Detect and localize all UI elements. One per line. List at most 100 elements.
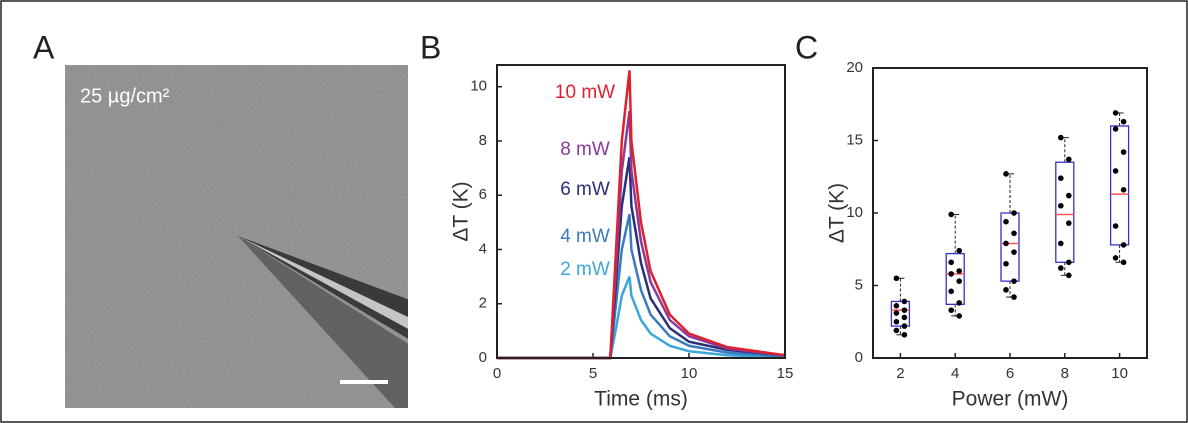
x-axis-label: Power (mW)	[952, 388, 1069, 411]
y-axis-label: ΔT (K)	[826, 183, 849, 243]
data-point	[1011, 210, 1017, 216]
data-point	[1058, 134, 1064, 141]
axes-box	[872, 67, 1148, 359]
data-point	[893, 275, 900, 282]
data-point	[1120, 259, 1127, 266]
data-point	[1011, 294, 1017, 300]
data-point	[1120, 118, 1127, 125]
series-line	[497, 213, 786, 360]
panel-label: C	[795, 29, 818, 65]
x-tick-label: 4	[951, 365, 959, 382]
data-point	[956, 268, 962, 274]
data-point	[901, 314, 908, 321]
box	[1109, 125, 1130, 246]
data-point	[1066, 220, 1072, 226]
legend-label: 2 mW	[560, 259, 610, 280]
legend-label: 10 mW	[555, 82, 615, 103]
data-point	[1003, 218, 1009, 225]
data-point	[1112, 126, 1119, 132]
data-point	[893, 327, 900, 334]
micrograph: 25 µg/cm²	[65, 65, 408, 408]
data-point	[1112, 168, 1119, 174]
data-point	[1058, 240, 1064, 247]
y-tick-label: 4	[479, 240, 487, 257]
x-tick-label: 8	[1061, 365, 1069, 382]
data-point	[1011, 278, 1017, 284]
data-point	[956, 247, 962, 254]
data-point	[1058, 265, 1064, 271]
box	[1055, 161, 1075, 263]
y-tick-label: 10	[470, 78, 487, 95]
pipette-shadow	[238, 236, 408, 408]
y-tick-label: 6	[479, 186, 487, 203]
y-tick-label: 20	[846, 59, 863, 76]
y-tick-label: 0	[479, 349, 487, 366]
data-point	[1112, 110, 1119, 116]
data-point	[901, 323, 908, 329]
data-point	[1011, 230, 1017, 237]
data-point	[1011, 249, 1017, 255]
data-point	[1058, 175, 1064, 181]
x-tick-label: 6	[1006, 365, 1014, 382]
panel-label: B	[420, 29, 441, 65]
data-point	[1120, 187, 1127, 193]
box	[945, 252, 965, 306]
legend-label: 8 mW	[560, 139, 610, 160]
pipette-highlight	[238, 236, 408, 329]
data-point	[948, 288, 954, 295]
y-tick-label: 2	[479, 295, 487, 312]
data-point	[1003, 240, 1009, 247]
series-line	[497, 157, 786, 360]
x-tick-label: 2	[896, 365, 904, 382]
data-point	[948, 259, 954, 266]
data-point	[1003, 171, 1009, 177]
x-tick-label: 5	[589, 365, 597, 382]
data-point	[956, 300, 962, 306]
x-tick-label: 10	[681, 365, 698, 382]
data-point	[1112, 223, 1119, 229]
y-tick-label: 10	[846, 204, 863, 221]
legend-label: 6 mW	[560, 179, 610, 200]
data-point	[948, 211, 954, 218]
series-line	[497, 276, 786, 360]
panel-label: A	[33, 29, 55, 65]
legend-label: 4 mW	[560, 226, 610, 247]
data-point	[956, 278, 962, 284]
data-point	[1003, 287, 1009, 293]
data-point	[893, 318, 900, 325]
x-tick-label: 10	[1111, 365, 1128, 382]
data-point	[893, 310, 900, 316]
box	[1000, 212, 1020, 282]
y-tick-label: 15	[846, 131, 863, 148]
data-point	[1066, 259, 1072, 266]
data-point	[1066, 272, 1072, 279]
axes-box	[496, 64, 786, 359]
data-point	[1120, 242, 1127, 248]
data-point	[948, 271, 954, 277]
x-tick-label: 0	[493, 365, 501, 382]
y-tick-label: 5	[855, 276, 863, 293]
data-point	[1112, 255, 1119, 261]
data-point	[1058, 202, 1064, 209]
data-point	[901, 298, 908, 305]
pipette	[238, 236, 408, 339]
y-tick-label: 8	[479, 132, 487, 149]
data-point	[1003, 260, 1009, 267]
x-axis-label: Time (ms)	[594, 388, 688, 411]
data-point	[901, 332, 908, 338]
y-axis-label: ΔT (K)	[450, 181, 473, 241]
data-point	[1066, 156, 1072, 163]
box	[890, 300, 911, 327]
data-point	[948, 307, 954, 313]
data-point	[901, 307, 908, 313]
data-point	[893, 303, 900, 309]
x-tick-label: 15	[777, 365, 794, 382]
data-point	[956, 313, 962, 319]
series-line	[497, 70, 786, 360]
data-point	[1120, 149, 1127, 155]
concentration-label: 25 µg/cm²	[80, 85, 170, 107]
data-point	[1066, 192, 1072, 199]
